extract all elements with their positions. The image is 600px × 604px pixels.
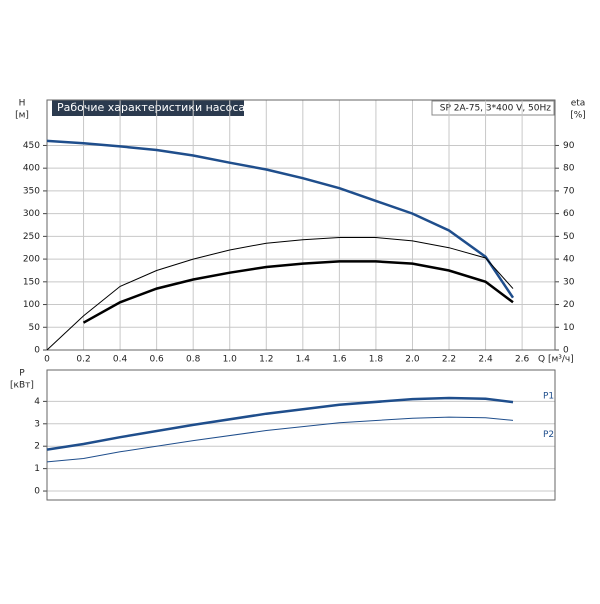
y2-tick-label: 90 xyxy=(563,141,575,151)
y2-tick-label: 70 xyxy=(563,186,575,196)
y-tick-label: 1 xyxy=(34,464,40,474)
y2-tick-label: 0 xyxy=(563,346,569,356)
y-unit: [кВт] xyxy=(10,381,34,391)
x-tick-label: 0.8 xyxy=(186,355,201,365)
x-tick-label: 1.8 xyxy=(369,355,384,365)
y2-tick-label: 50 xyxy=(563,232,575,242)
y2-tick-label: 20 xyxy=(563,300,575,310)
series-label: P1 xyxy=(543,392,554,402)
y2-label: eta xyxy=(571,99,586,109)
y-tick-label: 300 xyxy=(23,209,40,219)
y-tick-label: 250 xyxy=(23,232,40,242)
x-tick-label: 1.6 xyxy=(332,355,347,365)
x-tick-label: 2.4 xyxy=(478,355,493,365)
series-label: P2 xyxy=(543,430,554,440)
y2-unit: [%] xyxy=(570,111,586,121)
y2-tick-label: 60 xyxy=(563,209,575,219)
y-tick-label: 200 xyxy=(23,255,40,265)
x-tick-label: 2.2 xyxy=(442,355,456,365)
y-tick-label: 150 xyxy=(23,277,40,287)
y-tick-label: 0 xyxy=(34,487,40,497)
x-tick-label: 0 xyxy=(44,355,50,365)
model-box xyxy=(431,100,555,116)
y2-tick-label: 40 xyxy=(563,255,575,265)
plot-frame xyxy=(46,369,556,501)
title: Рабочие характеристики насоса xyxy=(57,101,245,114)
x-tick-label: 2.0 xyxy=(405,355,420,365)
y-tick-label: 100 xyxy=(23,300,40,310)
x-label: Q [м³/ч] xyxy=(538,355,574,365)
y2-tick-label: 80 xyxy=(563,164,575,174)
x-tick-label: 2.6 xyxy=(515,355,530,365)
y-tick-label: 2 xyxy=(34,442,40,452)
y-tick-label: 350 xyxy=(23,186,40,196)
model: SP 2A-75, 3*400 V, 50Hz xyxy=(440,104,551,114)
x-tick-label: 0.6 xyxy=(149,355,164,365)
y-tick-label: 450 xyxy=(23,141,40,151)
y2-tick-label: 30 xyxy=(563,277,575,287)
x-tick-label: 1.0 xyxy=(223,355,238,365)
y-unit: [м] xyxy=(15,111,29,121)
y2-tick-label: 10 xyxy=(563,323,575,333)
curve xyxy=(46,237,514,351)
curve xyxy=(46,416,514,463)
y-label: H xyxy=(19,99,26,109)
y-tick-label: 50 xyxy=(29,323,41,333)
x-tick-label: 0.4 xyxy=(113,355,128,365)
plot-frame xyxy=(46,99,556,351)
x-tick-label: 1.2 xyxy=(259,355,273,365)
y-tick-label: 3 xyxy=(34,419,40,429)
x-tick-label: 1.4 xyxy=(296,355,311,365)
curve xyxy=(82,260,514,324)
curve xyxy=(46,139,515,299)
curve xyxy=(46,396,514,451)
y-label: P xyxy=(19,369,25,379)
y-tick-label: 4 xyxy=(34,397,40,407)
x-tick-label: 0.2 xyxy=(76,355,90,365)
title-box xyxy=(52,100,244,116)
y-tick-label: 0 xyxy=(34,346,40,356)
y-tick-label: 400 xyxy=(23,164,40,174)
